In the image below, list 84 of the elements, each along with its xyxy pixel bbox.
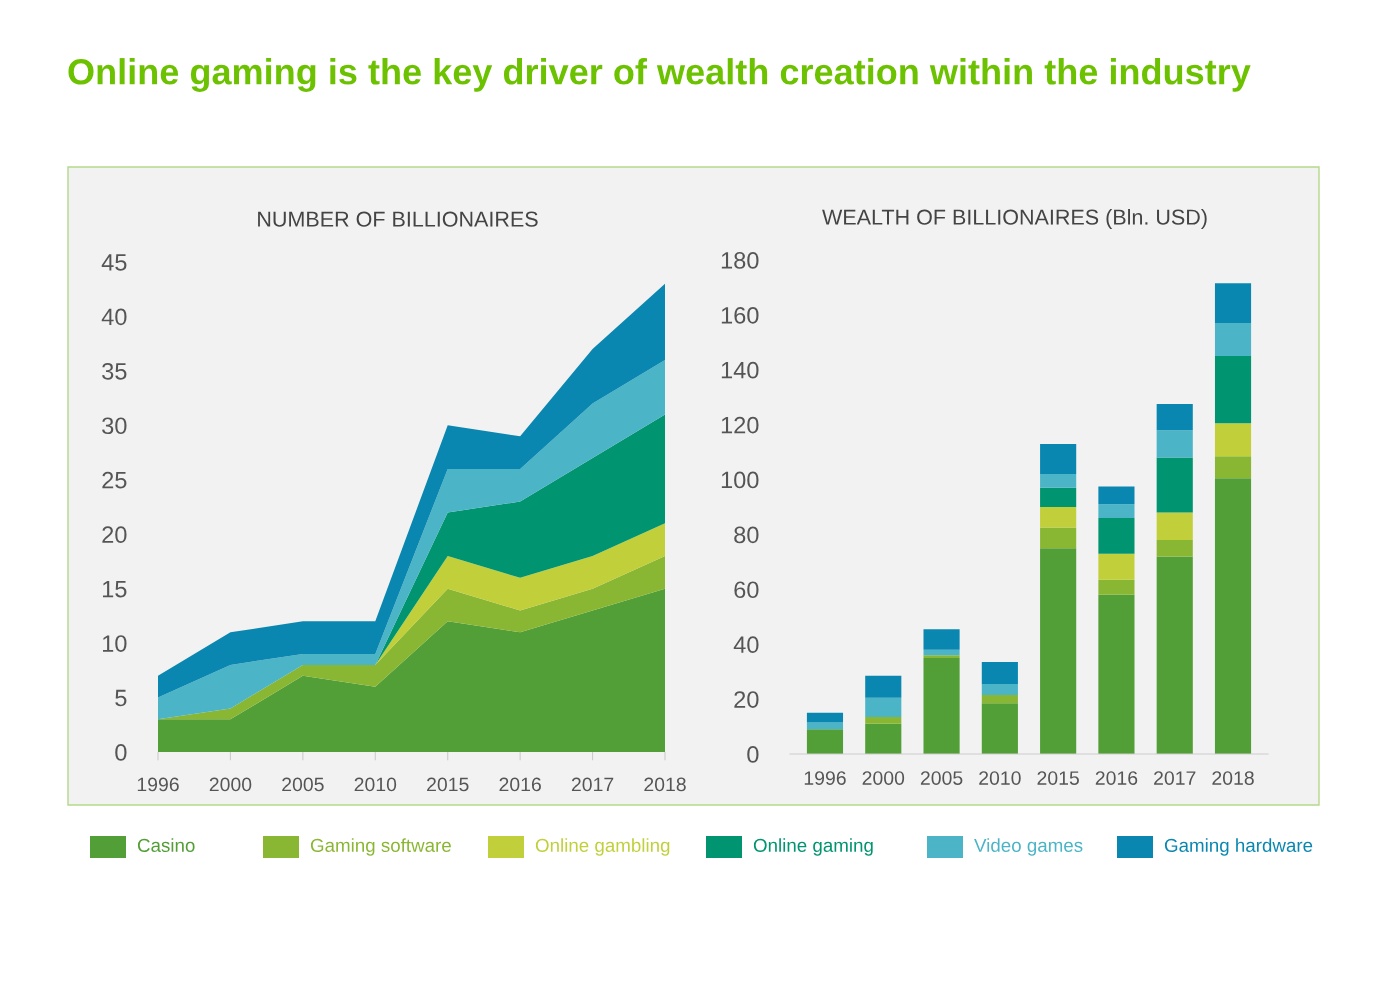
bar [865,723,902,754]
bar [1156,556,1193,754]
y-tick-label: 40 [733,636,759,654]
bar [1214,356,1252,424]
x-tick-label: 2017 [1154,771,1196,785]
y-tick-label: 25 [102,471,127,489]
bar [1040,474,1077,488]
y-tick-label: 5 [115,689,127,707]
bar [981,703,1018,754]
legend-label: Online gambling [535,838,670,856]
y-tick-label: 100 [721,471,759,489]
bar [981,694,1018,704]
y-tick-label: 45 [101,254,127,271]
bar [806,729,844,754]
y-tick-label: 180 [721,252,759,269]
bar [1156,404,1193,431]
bar [981,684,1018,695]
y-tick-label: 20 [102,526,127,544]
bar [1040,487,1077,507]
y-tick-label: 160 [721,306,759,324]
x-tick-label: 1996 [804,771,846,785]
y-tick-label: 30 [102,417,127,435]
x-tick-label: 2016 [499,777,541,792]
x-tick-label: 2015 [427,777,469,792]
text: Online gaming is the key driver of wealth creation within the industry [68,58,1251,92]
x-tick-label: 2000 [209,777,252,792]
chart-title: WEALTH OF BILLIONAIRES (Bln. USD) [822,208,1207,230]
bar [1098,579,1135,595]
bar [865,675,902,698]
y-tick-label: 0 [747,746,759,763]
legend-label: Video games [974,838,1083,856]
bar [806,712,844,723]
x-tick-label: 2000 [862,771,905,785]
x-tick-label: 2017 [571,777,614,792]
bar [1040,527,1077,549]
x-tick-label: 2010 [354,777,397,792]
bar [865,697,902,717]
bar [1098,517,1135,554]
bar [806,722,844,730]
chart-title: NUMBER OF BILLIONAIRES [258,211,538,227]
bar [1098,486,1135,505]
x-tick-label: 2018 [1212,771,1254,785]
bar [1214,323,1252,357]
bar [1040,443,1077,475]
bar [1214,423,1252,457]
y-tick-label: 10 [102,635,127,652]
x-tick-label: 2005 [282,777,324,792]
x-tick-label: 2018 [644,777,686,792]
x-tick-label: 2005 [920,771,963,785]
bar [1214,478,1252,754]
bar [1098,504,1135,518]
bar [1156,430,1193,458]
bar [1156,457,1193,513]
y-tick-label: 15 [102,580,127,598]
bar [1156,512,1193,540]
y-tick-label: 20 [734,691,759,708]
bar [1098,553,1135,580]
x-tick-label: 2016 [1095,771,1138,785]
y-tick-label: 40 [101,308,127,326]
bar [1156,539,1193,557]
bar [1214,283,1252,324]
y-tick-label: 35 [102,362,127,380]
y-tick-label: 60 [734,581,759,599]
x-tick-label: 1996 [137,777,179,792]
bar [923,629,960,650]
bar [1040,507,1077,528]
legend-label: Online gaming [753,838,873,856]
y-tick-label: 120 [721,416,759,434]
bar [865,716,902,724]
legend-label: Gaming hardware [1164,838,1313,856]
bar [923,655,960,658]
bar [923,657,960,754]
x-tick-label: 2010 [979,771,1021,785]
bar [1098,594,1135,754]
legend-label: Gaming software [310,838,451,856]
x-tick-label: 2015 [1037,771,1079,785]
y-tick-label: 80 [734,526,759,544]
y-tick-label: 0 [115,744,127,761]
legend-label: Casino [137,838,195,853]
y-tick-label: 140 [721,361,759,379]
bar [1214,456,1252,479]
bar [981,662,1018,685]
bar [1040,548,1077,754]
bar [923,649,960,656]
